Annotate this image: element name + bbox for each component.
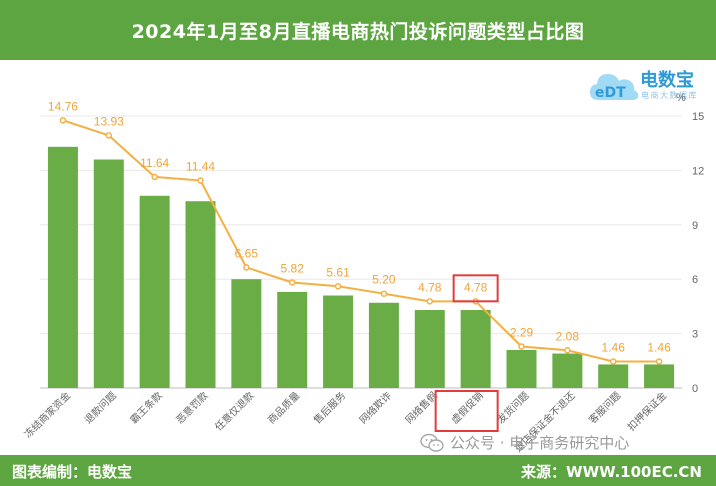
line-point-12 bbox=[564, 347, 571, 354]
line-point-2 bbox=[105, 132, 113, 139]
category-label-4: 恶意罚款 bbox=[173, 389, 210, 426]
category-label-8: 网络欺诈 bbox=[357, 389, 394, 426]
line-point-11 bbox=[518, 343, 525, 350]
highlight-category-box bbox=[434, 390, 499, 432]
category-label-11: 发货问题 bbox=[494, 389, 531, 426]
y-tick-label: 0 bbox=[692, 383, 698, 395]
bar-1 bbox=[47, 146, 78, 388]
bar-6 bbox=[277, 291, 308, 388]
logo-subtitle: 电商大数据库 bbox=[641, 91, 698, 100]
line-point-7 bbox=[334, 283, 342, 290]
category-label-5: 任意仅退款 bbox=[212, 389, 257, 434]
bar-4 bbox=[185, 201, 216, 388]
category-label-1: 冻结商家资金 bbox=[21, 389, 73, 441]
bar-7 bbox=[323, 295, 354, 388]
cloud-logo-icon: eDT bbox=[590, 74, 639, 101]
line-point-3 bbox=[151, 173, 158, 181]
bar-12 bbox=[552, 353, 583, 388]
line-point-14 bbox=[655, 358, 663, 365]
category-label-2: 退款问题 bbox=[81, 389, 118, 426]
wechat-watermark: 公众号 · 电子商务研究中心 bbox=[420, 432, 629, 453]
data-label-4: 11.44 bbox=[186, 160, 215, 174]
line-point-5 bbox=[243, 264, 250, 271]
line-point-1 bbox=[59, 117, 67, 124]
category-label-10: 虚假促销 bbox=[448, 389, 485, 426]
wechat-icon bbox=[420, 433, 444, 452]
data-label-9: 4.78 bbox=[418, 280, 442, 294]
bar-11 bbox=[506, 349, 537, 388]
category-label-7: 售后服务 bbox=[311, 389, 348, 426]
data-label-11: 2.29 bbox=[510, 325, 534, 339]
y-tick-label: 6 bbox=[692, 274, 698, 286]
y-tick-label: 3 bbox=[692, 329, 698, 341]
category-label-9: 网络售假 bbox=[402, 389, 439, 426]
highlight-value-box bbox=[452, 274, 499, 303]
bar-9 bbox=[414, 310, 445, 388]
bar-13 bbox=[598, 364, 629, 388]
y-tick-label: 12 bbox=[692, 165, 704, 177]
data-label-8: 5.20 bbox=[372, 273, 396, 287]
bar-2 bbox=[93, 159, 124, 388]
category-label-6: 商品质量 bbox=[265, 389, 302, 426]
data-label-2: 13.93 bbox=[94, 114, 124, 128]
line-point-13 bbox=[609, 358, 617, 365]
bar-8 bbox=[368, 302, 399, 388]
line-point-8 bbox=[380, 290, 388, 297]
bar-14 bbox=[644, 364, 675, 388]
footer-source: 来源：WWW.100EC.CN bbox=[521, 463, 702, 481]
line-point-9 bbox=[426, 298, 434, 305]
bar-3 bbox=[139, 195, 170, 388]
category-label-13: 客服问题 bbox=[586, 389, 623, 426]
watermark-text: 公众号 · 电子商务研究中心 bbox=[450, 434, 630, 452]
trend-line bbox=[62, 119, 660, 363]
data-label-6: 5.82 bbox=[281, 261, 305, 275]
data-label-5: 6.65 bbox=[235, 246, 259, 260]
line-point-6 bbox=[288, 279, 296, 286]
category-label-3: 霸王条款 bbox=[127, 389, 164, 426]
footer-bar: 图表编制：电数宝 来源：WWW.100EC.CN bbox=[0, 455, 716, 486]
y-tick-label: 15 bbox=[692, 111, 704, 123]
footer-credit: 图表编制：电数宝 bbox=[12, 463, 133, 481]
data-label-10: 4.78 bbox=[464, 280, 488, 294]
data-label-12: 2.08 bbox=[556, 329, 580, 343]
data-label-1: 14.76 bbox=[48, 99, 78, 113]
bar-10 bbox=[460, 310, 491, 388]
data-label-3: 11.64 bbox=[140, 156, 169, 170]
chart-title: 2024年1月至8月直播电商热门投诉问题类型占比图 bbox=[131, 20, 585, 43]
y-tick-label: 9 bbox=[692, 220, 698, 232]
category-label-14: 扣押保证金 bbox=[625, 389, 670, 434]
data-label-14: 1.46 bbox=[647, 341, 671, 355]
bar-5 bbox=[231, 279, 262, 388]
y-axis-unit: % bbox=[676, 92, 686, 104]
data-label-13: 1.46 bbox=[602, 341, 626, 355]
logo-mark: eDT bbox=[595, 85, 626, 101]
line-point-4 bbox=[197, 177, 204, 184]
title-bar: 2024年1月至8月直播电商热门投诉问题类型占比图 bbox=[0, 0, 716, 60]
data-label-7: 5.61 bbox=[326, 265, 350, 279]
brand-logo: eDT 电数宝 电商大数据库 bbox=[588, 66, 712, 106]
logo-name: 电数宝 bbox=[640, 70, 694, 91]
